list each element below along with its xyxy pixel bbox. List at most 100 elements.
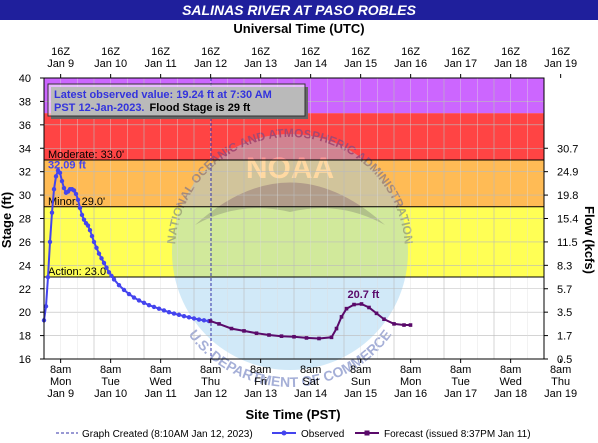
left-tick-label: 32 xyxy=(19,167,31,179)
bottom-tick-label: 8am xyxy=(400,364,421,376)
y-right-title: Flow (kcfs) xyxy=(582,206,597,274)
y-left-title: Stage (ft) xyxy=(0,192,14,248)
watermark-noaa-text: NOAA xyxy=(246,152,334,185)
right-axis-ticks: 0.51.73.55.78.311.515.419.824.930.7 xyxy=(544,143,578,366)
info-line-2-flood: Flood Stage is 29 ft xyxy=(150,102,251,114)
observed-point xyxy=(61,185,67,191)
top-tick-label: 16Z xyxy=(51,46,70,58)
left-tick-label: 34 xyxy=(19,143,31,155)
bottom-tick-label: Sun xyxy=(351,376,371,388)
observed-point xyxy=(73,191,79,197)
observed-point xyxy=(49,210,55,215)
forecast-point xyxy=(382,317,386,321)
series-line-forecast xyxy=(210,302,411,340)
bottom-tick-label: 8am xyxy=(250,364,271,376)
right-tick-label: 30.7 xyxy=(557,143,578,155)
bottom-tick-label: 8am xyxy=(200,364,221,376)
observed-peak-label: 32.09 ft xyxy=(48,160,86,172)
observed-point xyxy=(89,233,95,239)
info-line-2-date: PST 12-Jan-2023. xyxy=(54,102,145,114)
legend-observed-label: Observed xyxy=(301,429,344,440)
observed-point xyxy=(94,245,99,250)
right-tick-label: 5.7 xyxy=(557,284,572,296)
observed-point xyxy=(47,239,53,245)
observed-point xyxy=(201,318,207,323)
forecast-point xyxy=(344,306,349,311)
observed-point xyxy=(176,312,182,318)
observed-point xyxy=(57,170,63,176)
right-tick-label: 1.7 xyxy=(557,331,572,343)
bottom-tick-label: Mon xyxy=(400,376,421,388)
title-bar xyxy=(0,0,598,20)
observed-point xyxy=(181,313,187,319)
bottom-tick-label: Jan 10 xyxy=(94,388,127,400)
legend-forecast-label: Forecast (issued 8:37PM Jan 11) xyxy=(384,429,531,440)
left-tick-label: 20 xyxy=(19,307,31,319)
observed-point xyxy=(111,277,117,282)
top-tick-label: 16Z xyxy=(401,46,420,58)
observed-point xyxy=(45,274,51,280)
observed-point xyxy=(161,308,167,313)
left-tick-label: 16 xyxy=(19,354,31,366)
bottom-tick-label: Tue xyxy=(101,376,120,388)
forecast-point xyxy=(339,315,344,319)
top-tick-label: Jan 13 xyxy=(244,58,277,70)
info-box: Latest observed value: 19.24 ft at 7:30 … xyxy=(47,83,308,119)
top-tick-label: Jan 15 xyxy=(344,58,377,70)
bottom-tick-label: Jan 9 xyxy=(47,388,74,400)
top-tick-label: Jan 16 xyxy=(394,58,427,70)
forecast-point xyxy=(374,311,379,316)
observed-point xyxy=(85,223,91,228)
right-tick-label: 24.9 xyxy=(557,167,578,179)
series-group xyxy=(41,168,413,341)
bottom-tick-label: 8am xyxy=(500,364,521,376)
observed-point xyxy=(141,300,147,305)
top-tick-label: Jan 11 xyxy=(145,58,177,70)
top-tick-label: 16Z xyxy=(351,46,370,58)
forecast-point xyxy=(367,305,371,310)
info-line-1: Latest observed value: 19.24 ft at 7:30 … xyxy=(54,89,272,101)
observed-point xyxy=(106,270,112,275)
bottom-tick-label: Jan 19 xyxy=(544,388,577,400)
top-tick-label: 16Z xyxy=(251,46,270,58)
forecast-point xyxy=(392,322,396,326)
left-tick-label: 24 xyxy=(19,260,31,272)
top-axis-title: Universal Time (UTC) xyxy=(233,21,364,36)
forecast-point xyxy=(229,326,234,331)
forecast-point xyxy=(304,336,309,340)
threshold-label-minor: Minor: 29.0' xyxy=(48,196,105,208)
top-tick-label: Jan 12 xyxy=(194,58,227,70)
forecast-point xyxy=(359,302,364,306)
forecast-point xyxy=(292,334,296,339)
observed-point xyxy=(91,239,97,245)
right-tick-label: 11.5 xyxy=(557,237,578,249)
observed-point xyxy=(116,283,122,288)
forecast-point xyxy=(329,335,334,340)
threshold-label-action: Action: 23.0' xyxy=(48,266,108,278)
observed-point xyxy=(171,311,177,316)
forecast-point xyxy=(334,326,339,331)
forecast-point xyxy=(217,322,221,326)
watermark-disc xyxy=(172,134,408,370)
observed-point xyxy=(53,174,59,179)
forecast-point xyxy=(402,323,406,327)
left-tick-label: 36 xyxy=(19,120,31,132)
bottom-tick-label: Wed xyxy=(149,376,171,388)
info-box-panel xyxy=(47,83,306,117)
top-tick-label: 16Z xyxy=(551,46,570,58)
legend-created-label: Graph Created (8:10AM Jan 12, 2023) xyxy=(82,429,253,440)
bottom-tick-label: Thu xyxy=(201,376,220,388)
top-tick-label: Jan 17 xyxy=(444,58,477,70)
bottom-tick-label: Jan 16 xyxy=(394,388,427,400)
observed-point xyxy=(196,317,202,322)
forecast-point xyxy=(267,333,271,337)
observed-point xyxy=(101,260,107,266)
watermark-bird xyxy=(195,182,385,225)
bottom-tick-label: 8am xyxy=(150,364,171,376)
top-tick-label: 16Z xyxy=(301,46,320,58)
observed-point xyxy=(121,287,127,293)
noaa-watermark: NOAA NATIONAL OCEANIC AND ATMOSPHERIC AD… xyxy=(164,126,416,390)
observed-point xyxy=(191,316,197,321)
top-tick-label: 16Z xyxy=(451,46,470,58)
